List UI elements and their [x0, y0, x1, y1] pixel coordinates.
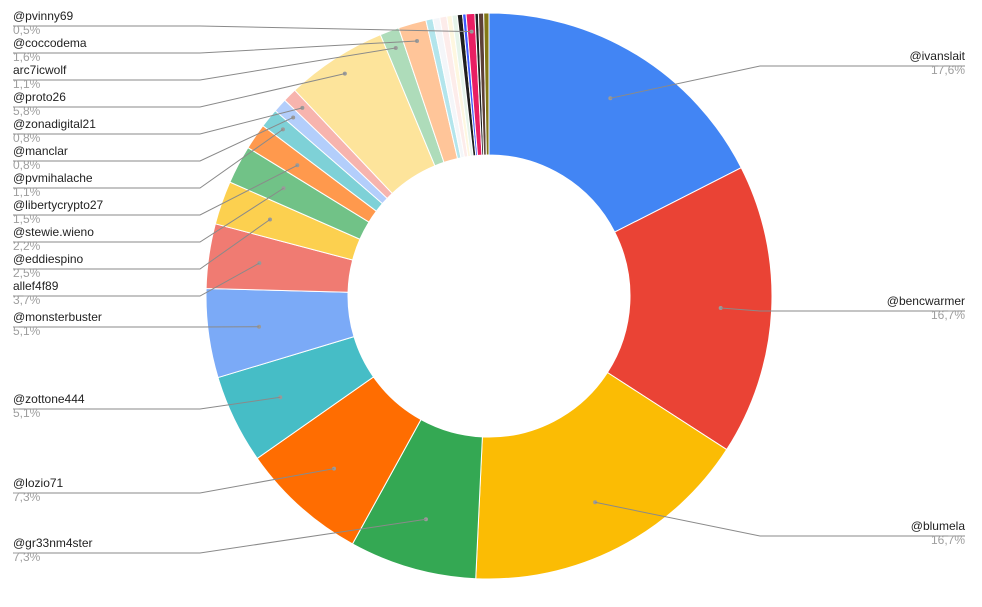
slice-value-pvmihalache: 1,1% [13, 185, 41, 199]
slice-label-ivanslait: @ivanslait [909, 49, 965, 63]
slice-label-manclar: @manclar [13, 144, 68, 158]
slice-value-manclar: 0,8% [13, 158, 41, 172]
leader-line-lozio71 [13, 468, 335, 494]
slice-label-arc7icwolf: arc7icwolf [13, 63, 67, 77]
slice-label-allef4f89: allef4f89 [13, 279, 59, 293]
slice-value-libertycrypto27: 1,5% [13, 212, 41, 226]
slice-value-coccodema: 1,6% [13, 50, 41, 64]
slice-value-zottone444: 5,1% [13, 406, 41, 420]
slice-label-pvinny69: @pvinny69 [13, 9, 74, 23]
slice-value-ivanslait: 17,6% [931, 63, 965, 77]
slice-ivanslait-0 [488, 12, 742, 233]
leader-line-proto26 [13, 73, 345, 108]
slice-value-arc7icwolf: 1,1% [13, 77, 41, 91]
slice-value-pvinny69: 0,5% [13, 23, 41, 37]
leader-line-libertycrypto27 [13, 164, 298, 216]
slice-label-lozio71: @lozio71 [13, 476, 64, 490]
slice-bencwarmer-1 [606, 167, 773, 451]
slice-label-pvmihalache: @pvmihalache [13, 171, 93, 185]
leader-line-pvinny69 [13, 25, 472, 33]
slice-value-gr33nm4ster: 7,3% [13, 550, 41, 564]
chart-slices [205, 12, 773, 580]
slice-label-monsterbuster: @monsterbuster [13, 310, 102, 324]
slice-value-eddiespino: 2,5% [13, 266, 41, 280]
slice-label-proto26: @proto26 [13, 90, 66, 104]
slice-value-proto26: 5,8% [13, 104, 41, 118]
leader-line-stewie-wieno [13, 187, 284, 243]
leader-line-arc7icwolf [13, 47, 396, 81]
slice-label-stewie-wieno: @stewie.wieno [13, 225, 94, 239]
leader-line-allef4f89 [13, 262, 260, 297]
leader-line-zottone444 [13, 396, 281, 410]
slice-label-blumela: @blumela [911, 519, 966, 533]
slice-value-stewie-wieno: 2,2% [13, 239, 41, 253]
slice-value-bencwarmer: 16,7% [931, 308, 965, 322]
slice-label-libertycrypto27: @libertycrypto27 [13, 198, 104, 212]
leader-line-ivanslait [610, 65, 965, 99]
slice-value-blumela: 16,7% [931, 533, 965, 547]
leader-line-gr33nm4ster [13, 518, 427, 554]
slice-value-lozio71: 7,3% [13, 490, 41, 504]
leader-line-coccodema [13, 40, 418, 54]
slice-value-allef4f89: 3,7% [13, 293, 41, 307]
slice-label-gr33nm4ster: @gr33nm4ster [13, 536, 93, 550]
slice-label-bencwarmer: @bencwarmer [887, 294, 965, 308]
slice-label-coccodema: @coccodema [13, 36, 87, 50]
slice-value-zonadigital21: 0,8% [13, 131, 41, 145]
slice-label-eddiespino: @eddiespino [13, 252, 84, 266]
label-dot-pvinny69 [469, 29, 474, 34]
slice-blumela-2 [475, 371, 728, 580]
leader-line-zonadigital21 [13, 107, 303, 135]
slice-unlabeled-27 [483, 12, 490, 156]
slice-value-monsterbuster: 5,1% [13, 324, 41, 338]
leader-line-eddiespino [13, 219, 271, 270]
leader-line-bencwarmer [720, 307, 965, 312]
chart-labels: @ivanslait17,6%@bencwarmer16,7%@blumela1… [13, 9, 966, 564]
leader-line-pvmihalache [13, 128, 284, 189]
leader-line-blumela [595, 501, 965, 537]
leader-line-manclar [13, 116, 294, 162]
slice-label-zonadigital21: @zonadigital21 [13, 117, 96, 131]
slice-label-zottone444: @zottone444 [13, 392, 85, 406]
